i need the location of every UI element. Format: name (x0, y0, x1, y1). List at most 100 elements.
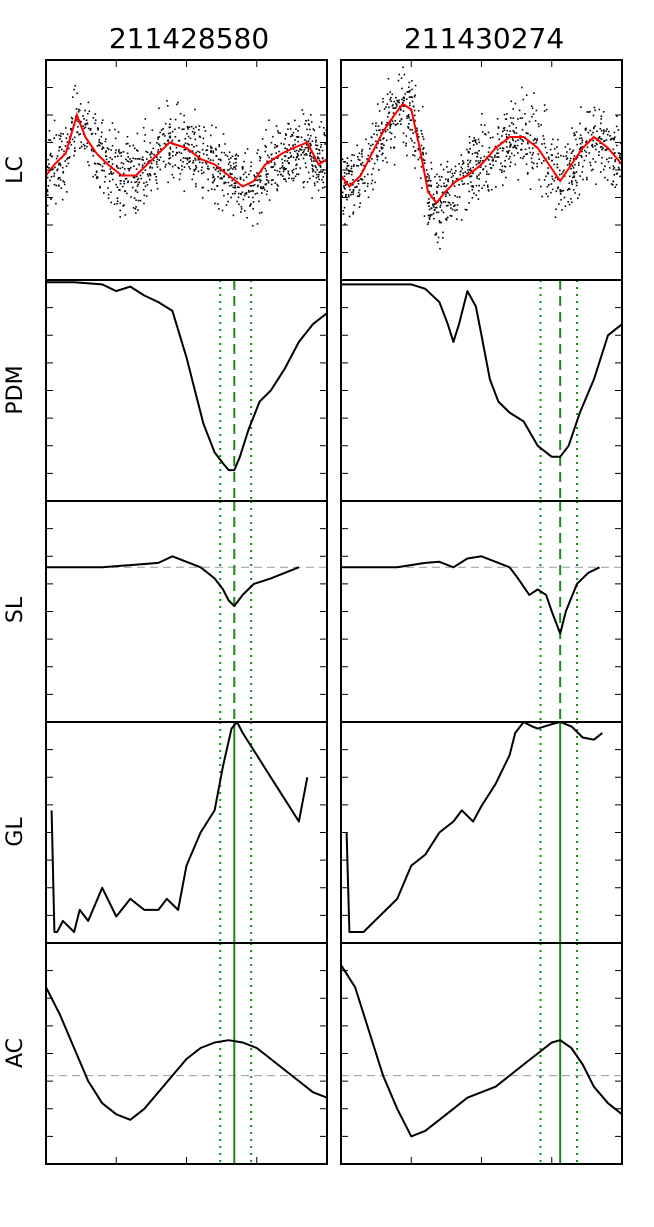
lc-data-point (547, 167, 549, 169)
lc-data-point (156, 166, 159, 168)
lc-data-point (192, 173, 195, 176)
lc-data-point (595, 183, 597, 185)
lc-data-point (241, 191, 244, 194)
lc-data-point (174, 164, 177, 166)
lc-data-point (371, 158, 373, 160)
lc-data-point (50, 197, 52, 200)
lc-data-point (353, 165, 355, 167)
lc-data-point (370, 136, 373, 138)
lc-data-point (400, 123, 402, 125)
lc-data-point (454, 204, 456, 207)
lc-data-point (512, 146, 514, 149)
lc-data-point (275, 152, 277, 154)
lc-data-point (427, 214, 430, 217)
lc-data-point (490, 188, 493, 191)
lc-data-point (387, 112, 390, 115)
lc-data-point (380, 143, 383, 145)
lc-data-point (109, 168, 112, 170)
lc-data-point (375, 129, 378, 132)
lc-data-point (318, 157, 320, 160)
lc-data-point (223, 151, 226, 154)
lc-data-point (480, 124, 483, 126)
lc-data-point (297, 130, 299, 132)
lc-data-point (436, 186, 438, 188)
lc-data-point (383, 144, 385, 147)
lc-data-point (525, 123, 527, 126)
lc-data-point (141, 156, 144, 158)
lc-data-point (295, 167, 297, 170)
lc-data-point (614, 152, 616, 154)
lc-data-point (231, 193, 234, 195)
lc-data-point (440, 209, 443, 212)
lc-data-point (547, 173, 549, 175)
lc-data-point (206, 154, 208, 156)
lc-data-point (82, 115, 84, 117)
lc-data-point (110, 170, 112, 173)
lc-data-point (143, 194, 146, 197)
lc-data-point (430, 161, 433, 164)
lc-data-point (156, 163, 158, 165)
lc-data-point (509, 165, 511, 168)
lc-data-point (169, 157, 172, 159)
lc-data-point (303, 180, 305, 183)
lc-data-point (194, 131, 196, 134)
lc-data-point (462, 162, 465, 164)
lc-data-point (445, 191, 448, 193)
lc-data-point (488, 173, 490, 175)
lc-data-point (74, 147, 76, 149)
lc-data-point (391, 105, 394, 107)
lc-data-point (513, 131, 515, 133)
lc-data-point (578, 162, 580, 164)
lc-data-point (522, 98, 524, 101)
lc-data-point (602, 168, 605, 171)
lc-data-point (156, 156, 158, 158)
lc-data-point (581, 171, 583, 173)
lc-data-point (505, 141, 508, 143)
lc-data-point (602, 147, 604, 150)
lc-data-point (352, 191, 355, 193)
lc-data-point (194, 138, 197, 141)
lc-data-point (238, 186, 240, 189)
lc-data-point (432, 212, 435, 215)
lc-data-point (187, 128, 189, 130)
lc-data-point (378, 169, 380, 171)
lc-data-point (584, 128, 587, 130)
lc-data-point (359, 159, 361, 161)
lc-data-point (358, 206, 361, 208)
lc-data-point (294, 139, 296, 141)
lc-data-point (349, 182, 352, 185)
lc-data-point (519, 117, 522, 119)
lc-data-point (506, 150, 508, 153)
lc-data-point (166, 100, 168, 102)
lc-data-point (603, 129, 605, 131)
lc-data-point (378, 129, 380, 132)
lc-data-point (545, 108, 548, 111)
lc-data-point (240, 206, 243, 208)
lc-data-point (60, 187, 63, 189)
lc-data-point (475, 141, 477, 143)
lc-data-point (249, 184, 251, 187)
lc-data-point (191, 178, 194, 181)
lc-data-point (120, 155, 123, 157)
lc-data-point (400, 118, 403, 121)
lc-data-point (229, 185, 231, 187)
lc-data-point (143, 162, 146, 165)
lc-data-point (169, 148, 172, 150)
lc-data-point (446, 160, 449, 163)
lc-data-point (251, 225, 254, 227)
panel-content (46, 280, 327, 501)
lc-data-point (194, 159, 197, 161)
lc-data-point (90, 133, 93, 136)
lc-data-point (73, 88, 75, 91)
lc-data-point (46, 166, 49, 168)
lc-data-point (201, 186, 203, 189)
lc-data-point (346, 181, 349, 183)
lc-data-point (213, 176, 215, 178)
lc-data-point (171, 130, 174, 133)
lc-data-point (537, 153, 540, 155)
lc-data-point (208, 168, 210, 170)
lc-data-point (517, 179, 520, 181)
lc-data-point (90, 148, 93, 151)
lc-data-point (315, 176, 318, 179)
lc-data-point (470, 185, 473, 188)
